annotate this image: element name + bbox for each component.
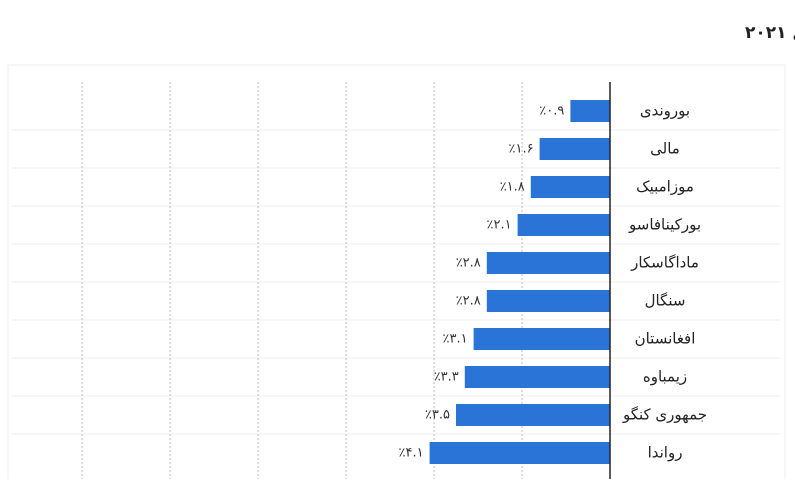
- category-label: سنگال: [645, 292, 686, 310]
- value-label: ٪۲.۱: [487, 218, 512, 233]
- value-label: ٪۳.۱: [443, 332, 468, 347]
- value-label: ٪۴.۱: [399, 446, 424, 461]
- category-label: مالی: [650, 140, 680, 158]
- bar: [530, 176, 610, 198]
- bar: [517, 214, 610, 236]
- category-label: بوروندی: [640, 102, 690, 120]
- bar: [464, 366, 610, 388]
- value-label: ٪۳.۳: [434, 370, 459, 385]
- category-label: رواندا: [648, 444, 683, 462]
- category-label: جمهوری کنگو: [622, 406, 707, 424]
- bar: [486, 252, 610, 274]
- bar: [473, 328, 610, 350]
- value-label: ٪۲.۸: [456, 256, 481, 271]
- value-label: ٪۱.۶: [509, 142, 534, 157]
- value-label: ٪۱.۸: [500, 180, 525, 195]
- category-label: ماداگاسکار: [630, 254, 699, 272]
- card: [7, 64, 786, 479]
- bar: [456, 404, 610, 426]
- bar: [539, 138, 610, 160]
- value-label: ٪۰.۹: [539, 104, 564, 119]
- bar: [429, 442, 610, 464]
- value-label: ٪۳.۵: [425, 408, 450, 423]
- category-label: زیمباوه: [643, 368, 687, 386]
- category-label: بورکینافاسو: [628, 216, 701, 234]
- value-label: ٪۲.۸: [456, 294, 481, 309]
- chart-title: ۱۰ کشور جهان با کمترین جمعیت دانشگاه رفت…: [745, 22, 795, 43]
- bar: [486, 290, 610, 312]
- category-label: افغانستان: [635, 330, 696, 348]
- bar: [570, 100, 610, 122]
- category-label: موزامبیک: [636, 178, 694, 196]
